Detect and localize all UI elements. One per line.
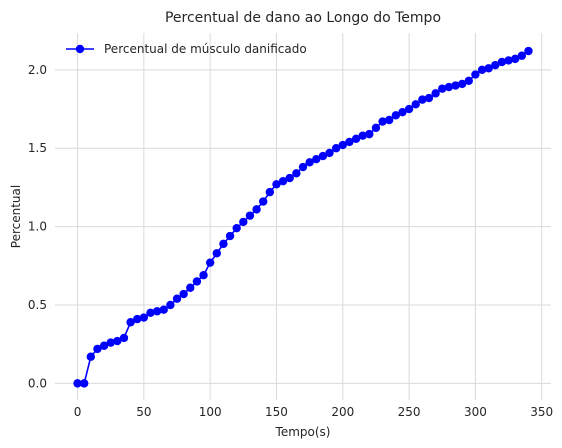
data-point [358,131,367,140]
x-tick-label: 0 [74,405,82,419]
data-point [378,117,387,126]
y-axis-ticks: 0.0 0.5 1.0 1.5 2.0 [28,63,47,391]
data-point [331,144,341,153]
data-point [113,336,122,346]
plot-background [55,33,551,400]
grid-lines [55,33,551,400]
data-point [325,148,334,158]
data-point [312,155,321,164]
data-point [205,258,215,267]
data-point [524,46,533,56]
data-point [318,151,328,161]
data-point [510,54,520,64]
data-point [438,84,447,93]
data-point [285,173,294,183]
data-point [418,95,427,104]
data-point [166,300,175,310]
data-point [385,115,394,125]
data-point [424,93,434,103]
y-tick-label: 2.0 [28,63,47,77]
data-point [73,379,82,388]
data-point [272,180,281,189]
data-point [457,79,467,89]
data-point [86,352,96,361]
data-point [338,140,347,150]
y-tick-label: 0.5 [28,298,47,312]
chart-title: Percentual de dano ao Longo do Tempo [165,10,441,26]
data-point [404,104,414,114]
x-axis-title: Tempo(s) [275,425,331,439]
data-point [225,231,235,241]
legend: Percentual de músculo danificado [66,42,307,56]
data-point [219,239,228,249]
data-point [212,249,221,258]
x-tick-label: 350 [530,405,553,419]
data-point [159,305,168,314]
data-point [398,107,407,117]
data-point [278,176,288,186]
data-point [126,318,135,327]
data-point [298,162,308,172]
data-point [152,307,162,316]
data-point [411,100,420,109]
plot-area [55,33,551,400]
x-tick-label: 300 [464,405,487,419]
data-point [484,64,493,73]
data-point [464,76,473,86]
data-point [93,344,102,354]
data-point [259,197,268,206]
data-point [232,223,241,233]
x-tick-label: 150 [265,405,288,419]
data-point [517,51,527,60]
legend-label: Percentual de músculo danificado [104,42,307,56]
data-point [351,134,361,144]
data-point [99,341,109,350]
data-point [192,277,202,286]
data-point [391,111,401,120]
x-axis-ticks: 0 50 100 150 200 250 300 350 [74,405,553,419]
data-point [133,314,142,324]
x-tick-label: 50 [136,405,151,419]
data-point [106,338,115,347]
data-point [345,137,354,147]
data-point [444,82,454,92]
data-point [245,211,255,220]
data-point [146,308,155,318]
data-point [431,89,440,98]
y-tick-label: 1.5 [28,141,47,155]
series-layer [73,46,533,388]
data-point [139,313,149,322]
data-point [179,289,188,299]
data-point [292,169,301,178]
data-point [252,205,261,214]
data-point [265,187,275,197]
data-point [371,123,381,133]
data-point [491,60,500,70]
data-point [119,333,129,343]
x-tick-label: 100 [199,405,222,419]
y-tick-label: 0.0 [28,376,47,390]
data-point [365,129,374,139]
y-tick-label: 1.0 [28,220,47,234]
data-point [471,70,480,79]
y-axis-title: Percentual [9,185,23,248]
data-point [172,294,182,303]
data-point [79,379,89,388]
x-tick-label: 200 [331,405,354,419]
data-point [239,217,248,227]
data-point [199,271,208,280]
legend-marker-swatch [75,44,85,54]
data-point [497,57,507,67]
data-point [186,283,195,292]
data-point [451,81,460,90]
data-point [477,65,487,75]
data-point [504,56,513,65]
x-tick-label: 250 [398,405,421,419]
data-point [305,158,314,167]
